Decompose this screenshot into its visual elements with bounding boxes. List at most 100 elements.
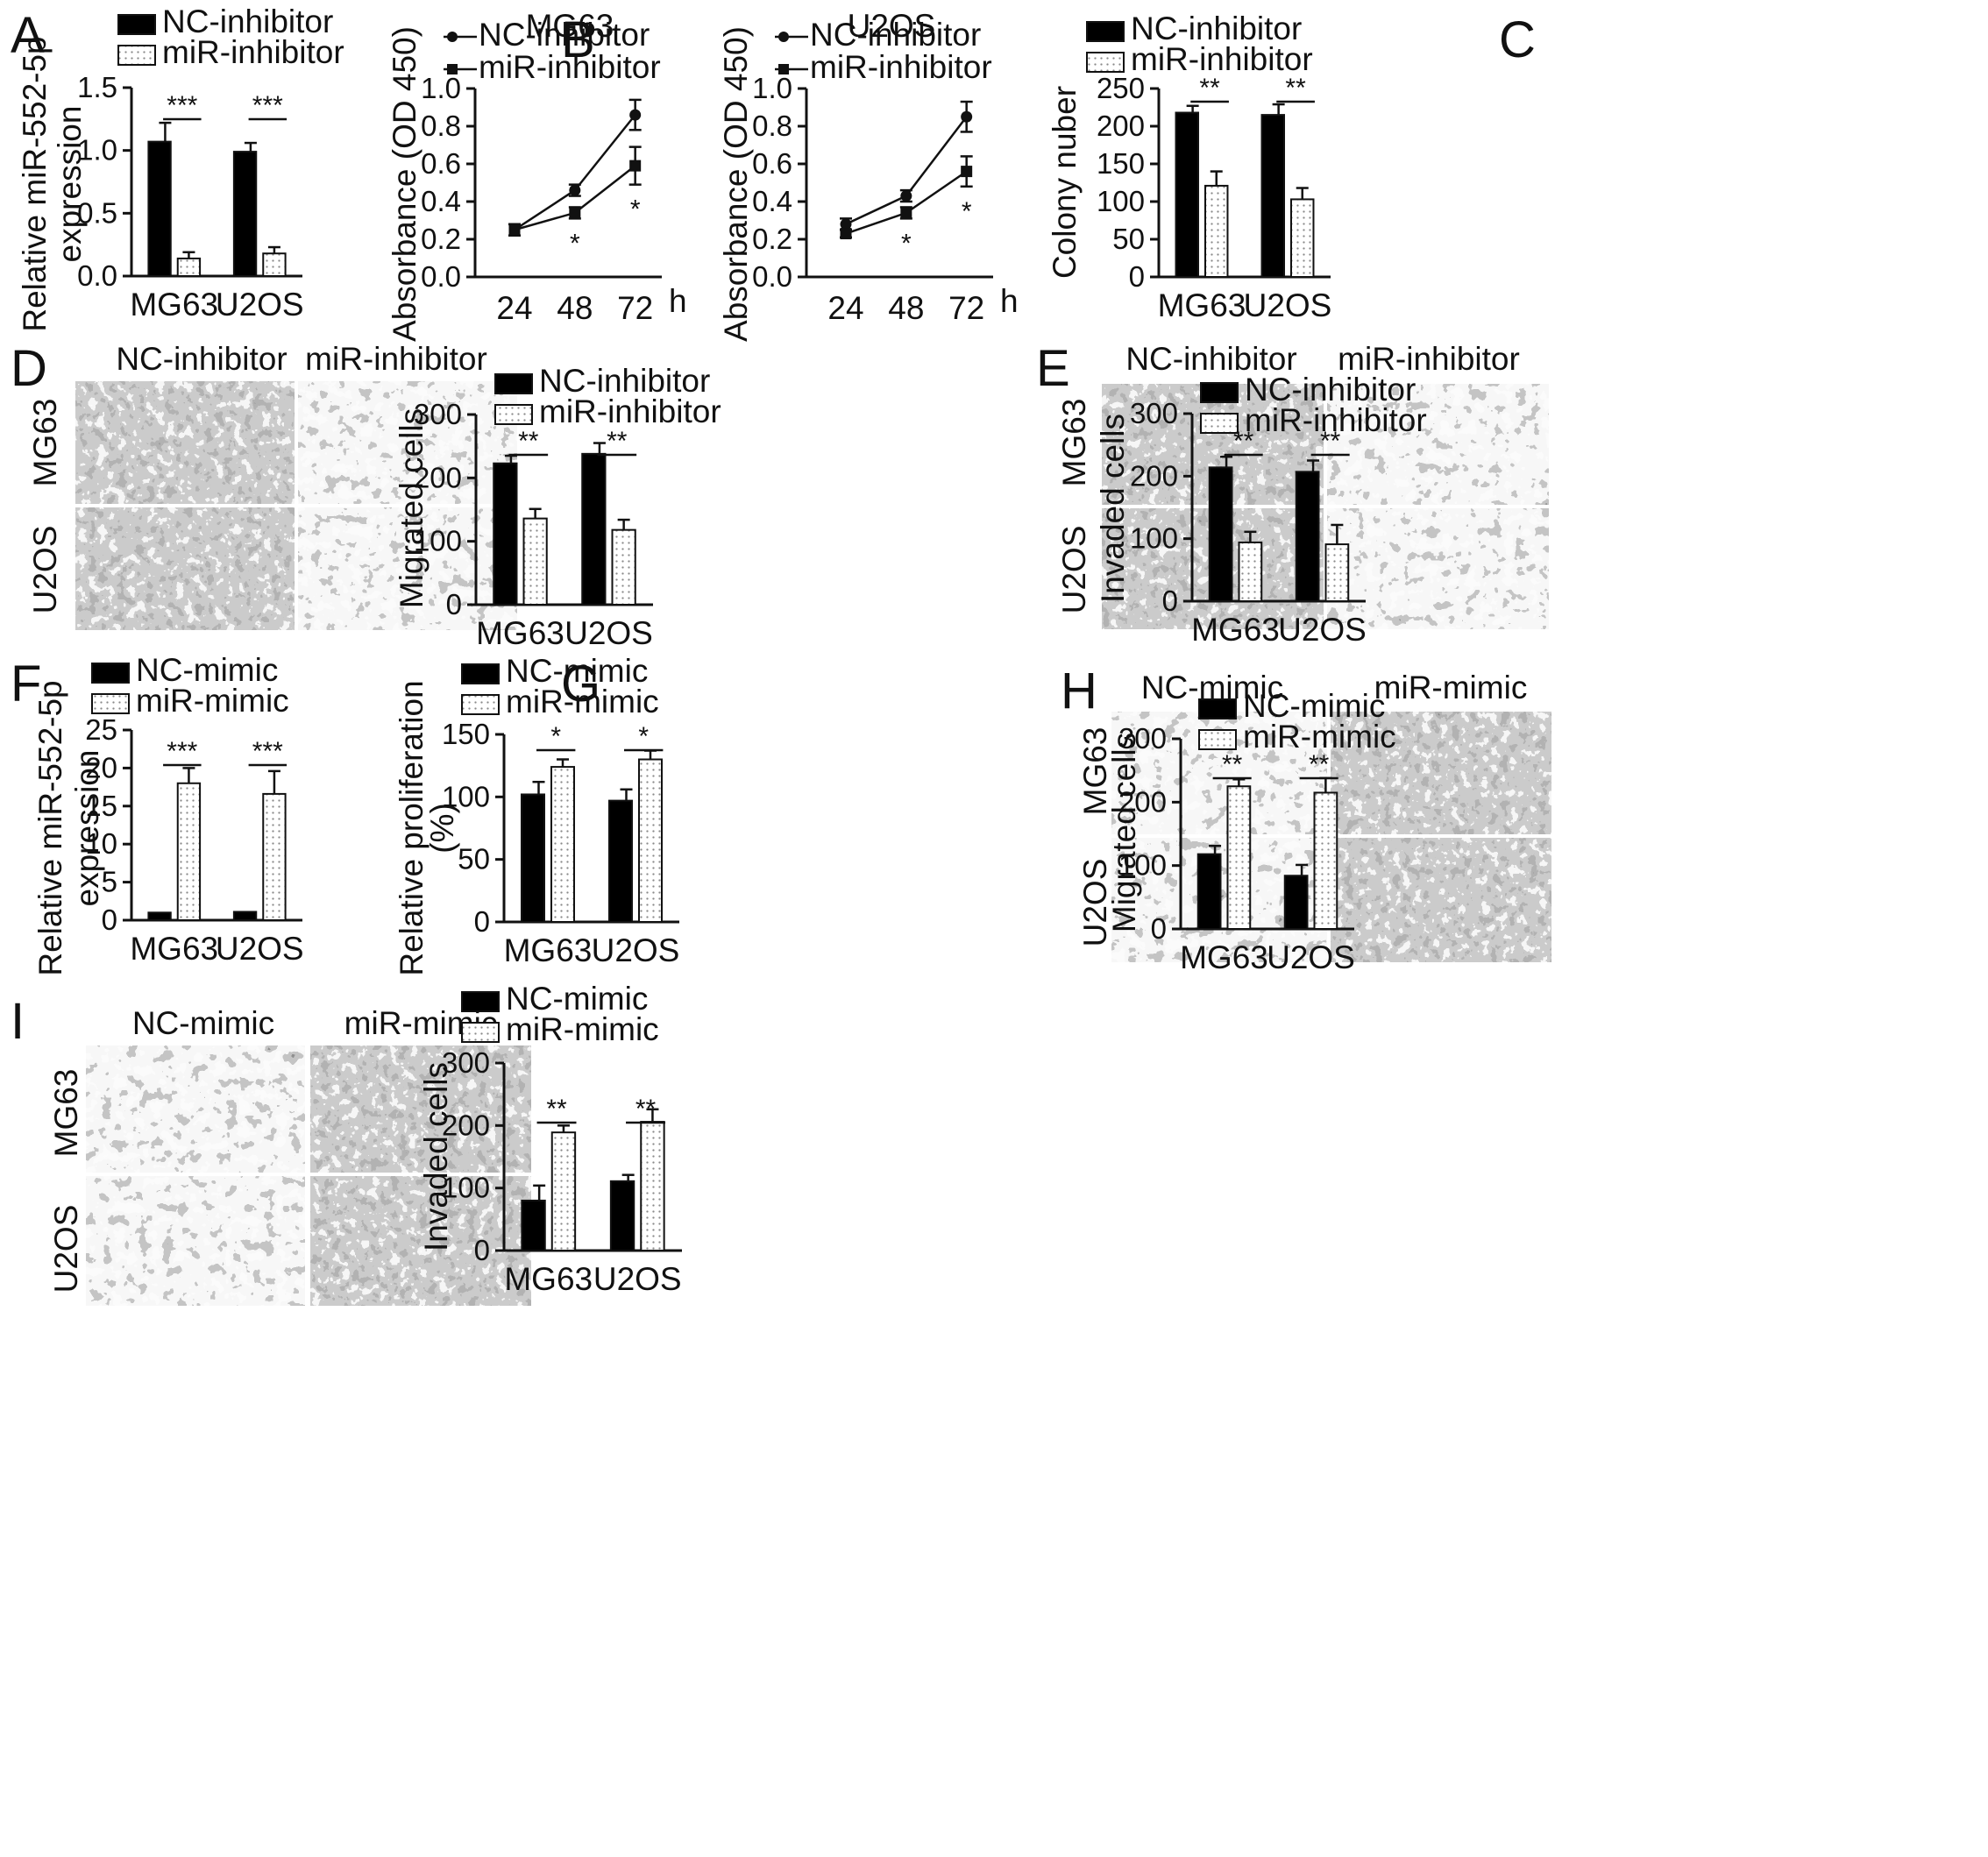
y-axis-label: Relative proliferation bbox=[394, 680, 430, 975]
data-point bbox=[840, 218, 852, 230]
y-tick-label: 200 bbox=[414, 461, 462, 493]
data-point bbox=[961, 110, 973, 123]
bar-series-2 bbox=[640, 1121, 665, 1252]
legend-label: NC-inhibitor bbox=[162, 4, 333, 39]
y-tick-label: 1.0 bbox=[421, 72, 461, 104]
panel-letter-i: I bbox=[11, 993, 25, 1050]
micrograph-image bbox=[86, 1176, 305, 1306]
data-point bbox=[508, 223, 521, 236]
bar-series-1 bbox=[581, 452, 607, 606]
panel-letter-b: B bbox=[561, 11, 595, 68]
y-axis-label: expression bbox=[69, 750, 105, 907]
legend-swatch bbox=[1200, 382, 1239, 403]
y-tick-label: 0.6 bbox=[752, 147, 792, 180]
chart-title: U2OS bbox=[848, 8, 936, 44]
chart-f: 0 5 10 15 20 25 Relative miR-552-5p expression M… bbox=[32, 652, 304, 976]
significance-label: *** bbox=[167, 737, 197, 766]
y-axis-label: Invaded cells bbox=[418, 1062, 454, 1251]
y-tick-label: 0.4 bbox=[752, 185, 792, 217]
legend-label: NC-inhibitor bbox=[1131, 11, 1302, 46]
micro-h-col2: miR-mimic bbox=[1374, 670, 1528, 705]
y-tick-label: 200 bbox=[1130, 459, 1178, 492]
legend-swatch bbox=[117, 14, 156, 35]
y-tick-label: 0.2 bbox=[421, 223, 461, 255]
data-point bbox=[840, 228, 852, 240]
bar-series-2 bbox=[176, 257, 202, 277]
legend-label: miR-mimic bbox=[506, 684, 659, 719]
x-tick-label: 24 bbox=[496, 290, 532, 326]
significance-label: *** bbox=[167, 91, 197, 120]
data-point bbox=[900, 190, 912, 202]
legend-swatch bbox=[461, 694, 500, 715]
micro-d-row1: MG63 bbox=[27, 399, 63, 487]
data-point bbox=[961, 166, 973, 178]
significance-label: * bbox=[550, 722, 561, 751]
bar-series-2 bbox=[262, 252, 287, 278]
micro-e-row1: MG63 bbox=[1056, 399, 1092, 487]
legend-swatch bbox=[117, 45, 156, 66]
x-tick-label: U2OS bbox=[1244, 287, 1332, 323]
bar-series-1 bbox=[1283, 875, 1309, 930]
y-tick-label: 50 bbox=[1112, 223, 1145, 255]
bar-series-2 bbox=[550, 1131, 577, 1252]
micrograph-image bbox=[75, 507, 295, 630]
x-tick-label: U2OS bbox=[1267, 939, 1355, 975]
y-tick-label: 0.4 bbox=[421, 185, 461, 217]
bar-series-1 bbox=[1196, 853, 1222, 930]
legend-marker bbox=[447, 64, 458, 74]
y-tick-label: 300 bbox=[1130, 397, 1178, 429]
micrograph-image bbox=[310, 1045, 531, 1173]
significance-label: *** bbox=[252, 737, 283, 766]
panel-letter-g: G bbox=[561, 656, 600, 712]
bar-series-2 bbox=[176, 782, 202, 922]
significance-label: ** bbox=[1309, 750, 1330, 779]
significance-label: ** bbox=[1320, 427, 1341, 456]
y-tick-label: 0 bbox=[1129, 260, 1145, 293]
legend-swatch bbox=[1198, 729, 1237, 750]
micrograph-image bbox=[1327, 384, 1549, 505]
x-tick-label: U2OS bbox=[216, 287, 304, 322]
x-tick-label: 48 bbox=[557, 290, 593, 326]
bar-series-1 bbox=[493, 462, 518, 606]
significance-label: ** bbox=[546, 1095, 567, 1123]
micro-d-col1: NC-inhibitor bbox=[116, 341, 287, 377]
y-tick-label: 300 bbox=[442, 1046, 490, 1079]
bar-series-1 bbox=[1208, 466, 1233, 603]
y-tick-label: 0.8 bbox=[421, 110, 461, 142]
legend-label: miR-inhibitor bbox=[1131, 41, 1313, 77]
x-axis-unit: h bbox=[1000, 283, 1019, 319]
y-axis-label: Migrated cells bbox=[1106, 733, 1142, 932]
significance-label: * bbox=[901, 229, 912, 258]
legend-label: miR-inhibitor bbox=[1245, 402, 1427, 438]
series-line bbox=[514, 165, 636, 231]
micro-e-col1: NC-inhibitor bbox=[1125, 341, 1296, 377]
bar-series-2 bbox=[1204, 184, 1229, 278]
panel-letter-h: H bbox=[1061, 663, 1097, 719]
micrographs-i: NC-mimic miR-mimic MG63 U2OS bbox=[48, 1005, 531, 1306]
data-point bbox=[629, 109, 642, 121]
micro-e-row2: U2OS bbox=[1056, 526, 1092, 614]
x-axis-unit: h bbox=[669, 283, 687, 319]
legend-swatch bbox=[494, 373, 533, 394]
x-tick-label: 24 bbox=[827, 290, 863, 326]
legend-marker bbox=[447, 32, 458, 42]
micrograph-image bbox=[298, 381, 517, 504]
legend-label: miR-mimic bbox=[506, 1011, 659, 1047]
bar-series-2 bbox=[1313, 791, 1338, 930]
panel-letter-c: C bbox=[1499, 11, 1536, 68]
significance-label: ** bbox=[1199, 74, 1220, 103]
bar-series-2 bbox=[1324, 543, 1350, 602]
x-tick-label: MG63 bbox=[1158, 287, 1246, 323]
legend-swatch bbox=[1198, 698, 1237, 719]
significance-label: * bbox=[630, 195, 641, 224]
y-tick-label: 0 bbox=[102, 904, 117, 936]
data-point bbox=[900, 207, 912, 219]
y-axis-label: Migrated cells bbox=[394, 408, 430, 608]
x-tick-label: 72 bbox=[948, 290, 984, 326]
panel-letter-a: A bbox=[11, 7, 45, 64]
bar-series-2 bbox=[550, 766, 575, 923]
data-point bbox=[569, 207, 581, 219]
